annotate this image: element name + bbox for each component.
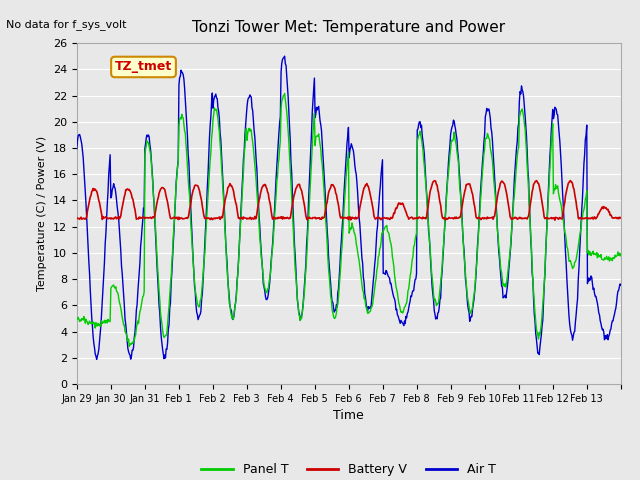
- X-axis label: Time: Time: [333, 409, 364, 422]
- Text: TZ_tmet: TZ_tmet: [115, 60, 172, 73]
- Title: Tonzi Tower Met: Temperature and Power: Tonzi Tower Met: Temperature and Power: [192, 20, 506, 35]
- Legend: Panel T, Battery V, Air T: Panel T, Battery V, Air T: [196, 458, 501, 480]
- Y-axis label: Temperature (C) / Power (V): Temperature (C) / Power (V): [37, 136, 47, 291]
- Text: No data for f_sys_volt: No data for f_sys_volt: [6, 19, 127, 30]
